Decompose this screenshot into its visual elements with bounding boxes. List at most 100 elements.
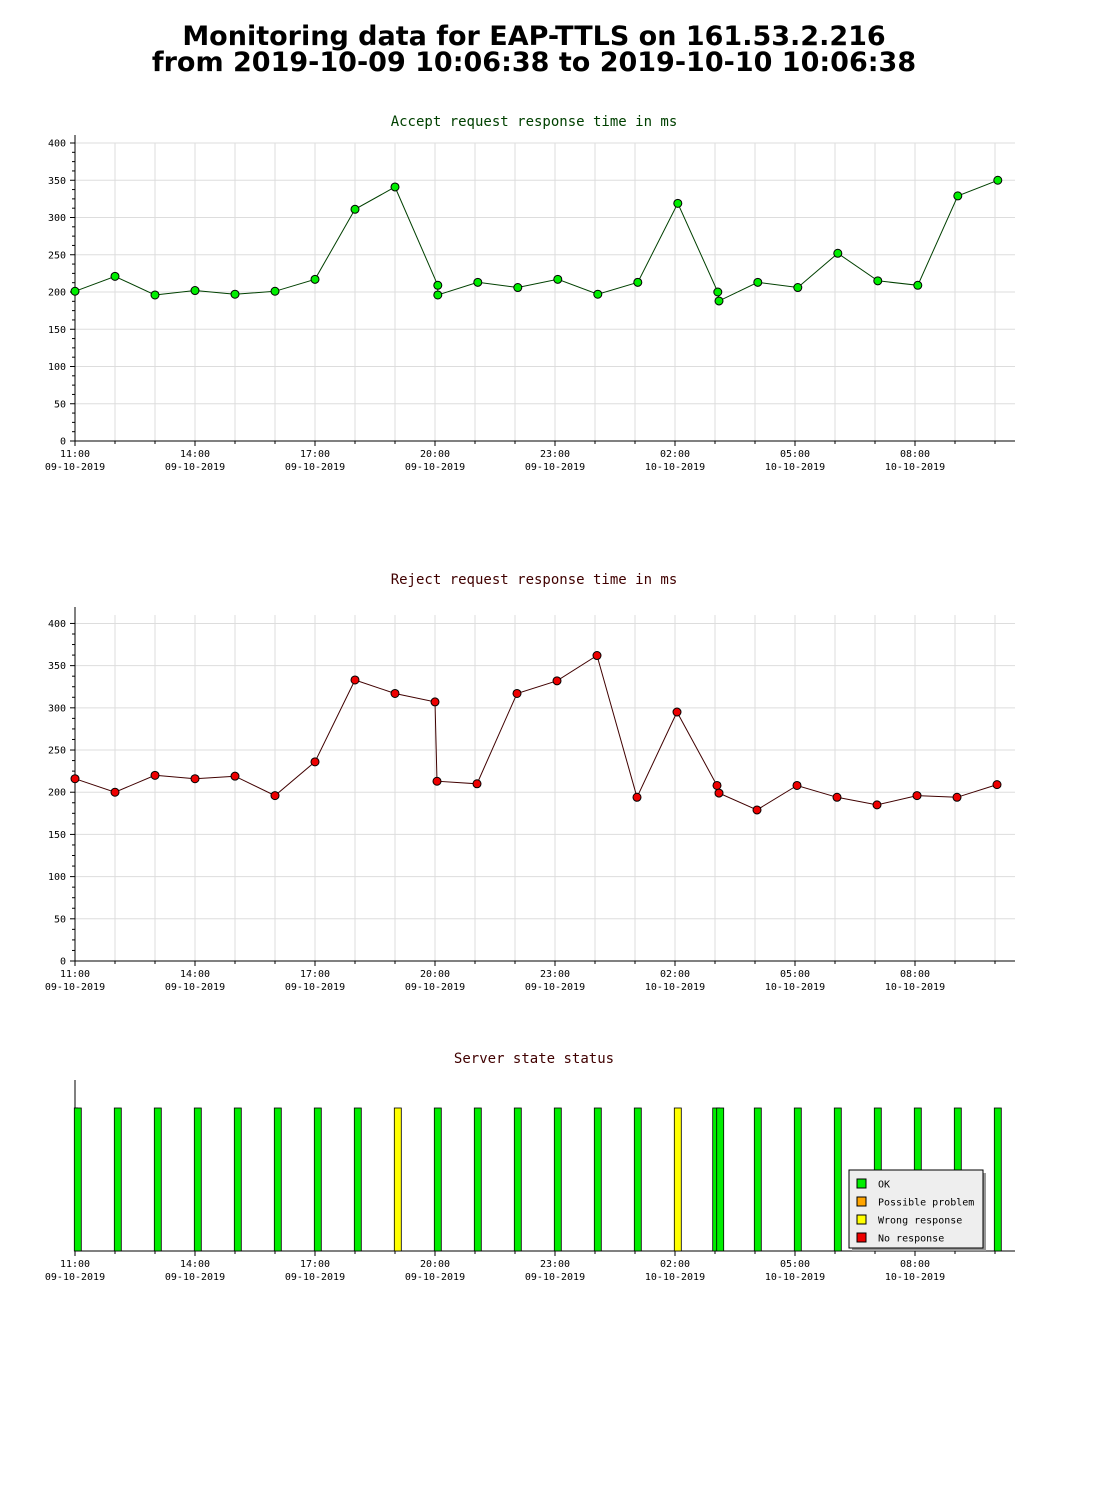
reject-data-point: [472, 779, 482, 789]
accept-y-tick-label: 150: [48, 325, 66, 336]
reject-data-point: [952, 792, 962, 802]
status-x-tick-date: 10-10-2019: [885, 1272, 945, 1283]
reject-data-point: [792, 780, 802, 790]
status-x-tick-time: 02:00: [660, 1259, 690, 1270]
server-status-chart: Server state status 11:00 09-10-2019 14:00 0…: [45, 1051, 1015, 1283]
status-status-bar: [473, 1107, 482, 1252]
reject-x-tick-time: 02:00: [660, 969, 690, 980]
accept-x-tick-time: 14:00: [180, 449, 210, 460]
reject-data-point: [270, 791, 280, 801]
reject-x-tick-date: 09-10-2019: [525, 982, 585, 993]
reject-y-tick-label: 0: [60, 957, 66, 968]
accept-data-point: [70, 286, 80, 296]
accept-y-tick-label: 250: [48, 250, 66, 261]
accept-data-point: [593, 289, 603, 299]
accept-data-point: [433, 280, 443, 290]
accept-x-tick-time: 17:00: [300, 449, 330, 460]
reject-data-point: [110, 787, 120, 797]
reject-data-point: [430, 697, 440, 707]
accept-data-point: [873, 276, 883, 286]
status-status-bar: [993, 1107, 1002, 1252]
reject-x-tick-time: 20:00: [420, 969, 450, 980]
accept-data-point: [230, 289, 240, 299]
accept-response-chart: Accept request response time in ms 0 50 100…: [45, 114, 1015, 473]
reject-data-point: [832, 792, 842, 802]
status-legend-label: Wrong response: [878, 1216, 962, 1227]
accept-data-point: [270, 286, 280, 296]
status-x-tick-time: 08:00: [900, 1259, 930, 1270]
reject-x-tick-time: 08:00: [900, 969, 930, 980]
accept-data-point: [473, 277, 483, 287]
status-x-tick-date: 09-10-2019: [165, 1272, 225, 1283]
reject-x-tick-time: 05:00: [780, 969, 810, 980]
reject-data-point: [432, 776, 442, 786]
reject-x-tick-time: 11:00: [60, 969, 90, 980]
status-status-bar: [273, 1107, 282, 1252]
accept-data-point: [713, 287, 723, 297]
status-status-bar: [313, 1107, 322, 1252]
accept-x-tick-date: 09-10-2019: [285, 462, 345, 473]
status-status-bar: [513, 1107, 522, 1252]
accept-data-point: [953, 191, 963, 201]
accept-y-tick-label: 0: [60, 437, 66, 448]
reject-series-line: [74, 654, 998, 811]
reject-x-tick-date: 09-10-2019: [405, 982, 465, 993]
reject-y-tick-label: 350: [48, 661, 66, 672]
accept-data-point: [553, 274, 563, 284]
status-x-tick-time: 05:00: [780, 1259, 810, 1270]
accept-y-tick-label: 100: [48, 362, 66, 373]
status-status-bar: [113, 1107, 122, 1252]
reject-data-point: [150, 770, 160, 780]
accept-x-tick-date: 09-10-2019: [165, 462, 225, 473]
accept-data-point: [753, 277, 763, 287]
accept-x-tick-time: 02:00: [660, 449, 690, 460]
status-legend-swatch: [856, 1232, 867, 1243]
accept-x-tick-date: 10-10-2019: [885, 462, 945, 473]
accept-y-tick-label: 350: [48, 176, 66, 187]
accept-data-point: [714, 296, 724, 306]
status-x-tick-date: 09-10-2019: [285, 1272, 345, 1283]
status-legend-swatch: [856, 1178, 867, 1189]
status-status-bar: [673, 1107, 682, 1252]
status-status-bar: [553, 1107, 562, 1252]
accept-x-tick-time: 11:00: [60, 449, 90, 460]
status-legend-label: No response: [878, 1234, 944, 1245]
accept-data-point: [833, 248, 843, 258]
status-legend-label: OK: [878, 1180, 890, 1191]
reject-x-tick-date: 09-10-2019: [285, 982, 345, 993]
reject-y-tick-label: 200: [48, 788, 66, 799]
accept-data-point: [150, 290, 160, 300]
reject-data-point: [350, 675, 360, 685]
status-status-bar: [633, 1107, 642, 1252]
accept-chart-title: Accept request response time in ms: [391, 114, 678, 130]
status-legend-swatch: [856, 1196, 867, 1207]
status-status-bar: [353, 1107, 362, 1252]
status-x-tick-time: 14:00: [180, 1259, 210, 1270]
reject-x-tick-date: 10-10-2019: [765, 982, 825, 993]
accept-data-point: [913, 280, 923, 290]
reject-x-tick-date: 09-10-2019: [45, 982, 105, 993]
reject-data-point: [672, 707, 682, 717]
reject-y-tick-label: 100: [48, 872, 66, 883]
reject-data-point: [714, 788, 724, 798]
reject-data-point: [230, 771, 240, 781]
reject-y-tick-label: 150: [48, 830, 66, 841]
accept-data-point: [190, 286, 200, 296]
status-legend: [848, 1169, 984, 1249]
reject-y-tick-label: 50: [54, 914, 66, 925]
status-x-tick-time: 11:00: [60, 1259, 90, 1270]
accept-x-tick-date: 10-10-2019: [645, 462, 705, 473]
status-x-tick-time: 17:00: [300, 1259, 330, 1270]
page-title: Monitoring data for EAP-TTLS on 161.53.2…: [0, 23, 1068, 76]
reject-data-point: [912, 791, 922, 801]
reject-x-tick-time: 14:00: [180, 969, 210, 980]
accept-data-point: [993, 175, 1003, 185]
status-x-tick-date: 09-10-2019: [45, 1272, 105, 1283]
accept-x-tick-time: 20:00: [420, 449, 450, 460]
accept-y-tick-label: 300: [48, 213, 66, 224]
reject-data-point: [310, 757, 320, 767]
accept-data-point: [633, 277, 643, 287]
reject-y-tick-label: 400: [48, 619, 66, 630]
reject-data-point: [632, 792, 642, 802]
status-chart-title: Server state status: [454, 1051, 614, 1067]
